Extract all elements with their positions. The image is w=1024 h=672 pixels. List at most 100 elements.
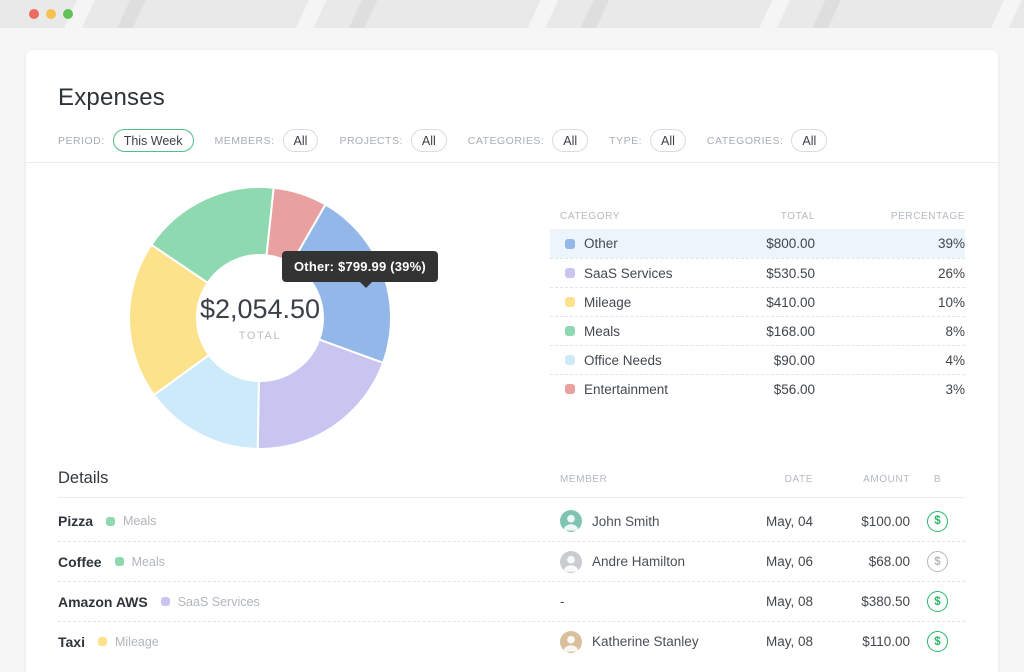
expense-amount: $380.50 xyxy=(861,594,910,609)
filter-pill-type-all[interactable]: All xyxy=(650,129,686,152)
category-percentage: 39% xyxy=(937,236,965,251)
person-icon xyxy=(563,635,579,652)
category-name-cell: Meals xyxy=(565,324,695,339)
filter-group-period: PERIOD: This Week xyxy=(58,129,194,152)
category-name: Other xyxy=(584,236,618,251)
category-total: $168.00 xyxy=(766,323,815,339)
filter-label: PROJECTS: xyxy=(339,134,403,147)
header-billable: B xyxy=(933,474,942,485)
expense-name-cell: Amazon AWS SaaS Services xyxy=(58,594,560,610)
billable-on-icon[interactable]: $ xyxy=(927,631,948,652)
filter-group-categories: CATEGORIES: All xyxy=(467,129,589,152)
category-row-entertainment[interactable]: Entertainment $56.00 3% xyxy=(550,374,965,403)
avatar xyxy=(560,630,582,653)
chart-section: $2,054.50 TOTAL Other: $799.99 (39%) CAT… xyxy=(26,163,998,456)
category-percentage: 3% xyxy=(945,381,965,397)
expense-category-swatch xyxy=(114,557,124,566)
zoom-button[interactable] xyxy=(63,9,73,19)
header-percentage: PERCENTAGE xyxy=(890,211,965,222)
donut-segment-other[interactable] xyxy=(290,203,392,364)
category-row-mileage[interactable]: Mileage $410.00 10% xyxy=(550,287,965,316)
expense-category: Mileage xyxy=(114,634,159,649)
filter-label: CATEGORIES: xyxy=(706,134,784,147)
category-name-cell: Other xyxy=(565,236,695,251)
category-name: Meals xyxy=(584,323,621,339)
category-total: $410.00 xyxy=(766,294,815,310)
category-percentage: 8% xyxy=(945,323,965,339)
header-category: CATEGORY xyxy=(560,211,620,222)
expense-category: SaaS Services xyxy=(177,594,260,609)
filter-label: MEMBERS: xyxy=(214,134,275,147)
expense-date: May, 08 xyxy=(765,594,813,609)
category-table: CATEGORY TOTAL PERCENTAGE Other $800.00 39… xyxy=(550,204,965,403)
member-name: Katherine Stanley xyxy=(592,634,699,649)
donut-segment-mileage[interactable] xyxy=(128,243,211,396)
filter-label: TYPE: xyxy=(609,134,643,147)
filter-pill-period-this-week[interactable]: This Week xyxy=(112,129,194,152)
category-name: Office Needs xyxy=(584,352,662,368)
member-cell: John Smith xyxy=(560,510,720,532)
detail-row-coffee[interactable]: Coffee Meals Andre Hamilton May, 06 $68.00 $ xyxy=(58,541,965,581)
expense-name: Amazon AWS xyxy=(58,593,148,610)
category-swatch xyxy=(565,268,575,278)
category-percentage: 26% xyxy=(937,265,965,281)
expense-name: Pizza xyxy=(58,513,94,529)
detail-row-taxi[interactable]: Taxi Mileage Katherine Stanley May, 08 $110.… xyxy=(58,621,965,661)
member-cell: Katherine Stanley xyxy=(560,630,720,653)
filter-pill-categories-all[interactable]: All xyxy=(791,129,828,152)
window-titlebar xyxy=(0,0,1024,28)
avatar xyxy=(560,510,582,532)
card-header: Expenses PERIOD: This Week MEMBERS: All PROJ… xyxy=(26,50,998,163)
member-cell: - xyxy=(560,594,720,609)
expense-category-swatch xyxy=(106,516,116,526)
category-swatch xyxy=(565,355,575,365)
category-percentage: 4% xyxy=(945,352,965,368)
details-header: Details MEMBER DATE AMOUNT B xyxy=(58,469,965,498)
minimize-button[interactable] xyxy=(46,9,56,19)
donut-segment-entertainment[interactable] xyxy=(265,186,327,265)
billable-on-icon[interactable]: $ xyxy=(927,510,948,532)
category-row-meals[interactable]: Meals $168.00 8% xyxy=(550,316,965,345)
billable-on-icon[interactable]: $ xyxy=(927,591,948,612)
member-name: - xyxy=(560,594,565,609)
category-swatch xyxy=(565,238,575,249)
expense-name: Taxi xyxy=(58,633,85,650)
category-name-cell: Office Needs xyxy=(565,353,695,368)
filter-pill-projects-all[interactable]: All xyxy=(410,129,447,152)
detail-row-amazon-aws[interactable]: Amazon AWS SaaS Services - May, 08 $380.50 $ xyxy=(58,581,965,621)
filter-pill-members-all[interactable]: All xyxy=(282,129,319,152)
billable-off-icon[interactable]: $ xyxy=(927,551,948,572)
category-table-body: Other $800.00 39% SaaS Services $530.50 26% Mi… xyxy=(550,229,965,403)
avatar xyxy=(560,550,582,573)
category-total: $800.00 xyxy=(766,236,815,251)
donut-segment-saas-services[interactable] xyxy=(256,338,385,450)
header-date: DATE xyxy=(784,474,813,485)
filter-label: CATEGORIES: xyxy=(467,134,545,147)
expense-category: Meals xyxy=(131,554,165,569)
expense-category-swatch xyxy=(97,637,107,646)
filter-pill-categories-all[interactable]: All xyxy=(552,129,589,152)
billable-cell: $ xyxy=(910,510,965,532)
expense-date: May, 04 xyxy=(765,513,813,529)
category-name: Mileage xyxy=(584,294,632,310)
category-row-other[interactable]: Other $800.00 39% xyxy=(550,229,965,258)
filter-group-members: MEMBERS: All xyxy=(215,129,319,152)
expense-name-cell: Coffee Meals xyxy=(58,554,560,570)
close-button[interactable] xyxy=(29,9,39,19)
category-swatch xyxy=(565,326,575,336)
category-name-cell: Entertainment xyxy=(565,382,695,397)
billable-cell: $ xyxy=(910,551,965,572)
category-total: $530.50 xyxy=(766,265,815,281)
category-swatch xyxy=(565,384,575,394)
header-amount: AMOUNT xyxy=(863,474,910,485)
category-row-office-needs[interactable]: Office Needs $90.00 4% xyxy=(550,345,965,374)
category-row-saas-services[interactable]: SaaS Services $530.50 26% xyxy=(550,258,965,287)
category-name: SaaS Services xyxy=(584,265,673,281)
category-total: $90.00 xyxy=(773,352,815,368)
expense-amount: $110.00 xyxy=(862,634,910,649)
category-swatch xyxy=(565,297,575,307)
member-cell: Andre Hamilton xyxy=(560,550,720,573)
detail-row-pizza[interactable]: Pizza Meals John Smith May, 04 $100.00 $ xyxy=(58,501,965,541)
donut-segment-office-needs[interactable] xyxy=(153,354,260,450)
expense-date: May, 08 xyxy=(765,634,813,649)
